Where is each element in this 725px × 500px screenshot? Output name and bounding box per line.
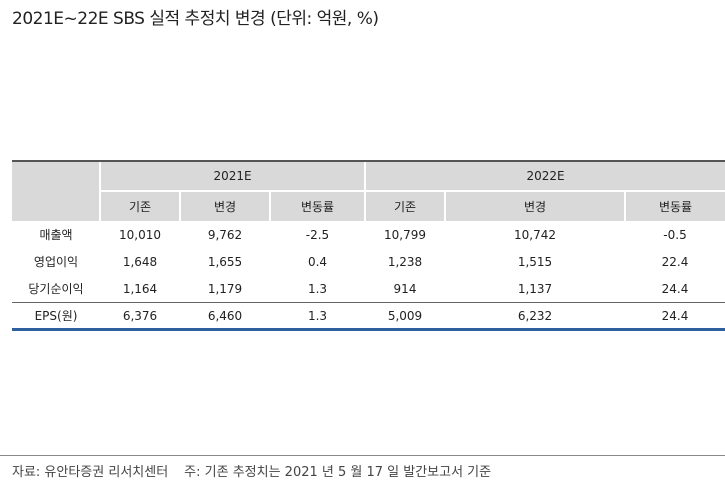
cell: 6,460 [180,302,270,331]
row-label: EPS(원) [12,302,100,331]
group-header-row: 2021E 2022E [12,160,725,221]
row-label: 매출액 [39,228,73,242]
cell: 24.4 [625,302,725,331]
cell: 10,010 [119,227,161,242]
cell: 6,232 [445,302,625,331]
table-row: EPS(원) 6,376 6,460 1.3 5,009 6,232 24.4 [12,302,725,331]
cell: 9,762 [207,227,243,242]
source: 자료: 유안타증권 리서치센터 [12,465,169,480]
sub-header-row: 기존 변경 변동률 기존 변경 변동률 [12,190,725,221]
sub-header: 기존 [364,190,445,221]
cell: 5,009 [365,302,445,331]
cell: 10,799 [384,227,426,242]
cell: 24.4 [661,281,689,296]
title: 2021E~22E SBS 실적 추정치 변경 (단위: 억원, %) [12,9,379,29]
table-row: 당기순이익 1,164 1,179 1.3 914 1,137 24.4 [12,275,725,303]
cell: 10,742 [514,227,556,242]
cell: -2.5 [305,227,330,242]
cell: 1.3 [307,281,328,296]
sub-header: 변동률 [623,190,725,221]
cell: 1,137 [517,281,553,296]
footer-rule [0,455,725,456]
cell: 0.4 [307,254,328,269]
table-row: 영업이익 1,648 1,655 0.4 1,238 1,515 22.4 [12,248,725,275]
cell: 22.4 [661,254,689,269]
cell: 1,179 [207,281,243,296]
cell: 1.3 [270,302,365,331]
sub-header: 기존 [99,190,180,221]
cell: 1,648 [122,254,158,269]
cell: 1,238 [387,254,423,269]
group-header: 2021E [99,160,365,191]
corner-cell [12,160,100,221]
cell: 914 [393,281,417,296]
note: 주: 기존 추정치는 2021 년 5 월 17 일 발간보고서 기준 [184,465,492,480]
cell: 1,515 [517,254,553,269]
row-label: 당기순이익 [28,282,84,296]
cell: 6,376 [100,302,180,331]
sub-header: 변경 [444,190,625,221]
estimate-table: 2021E 2022E 기존 변경 변동률 기존 변경 변동률 매출액 10,010 9,76… [12,160,725,331]
table-row: 매출액 10,010 9,762 -2.5 10,799 10,742 -0.5 [12,221,725,248]
table-body: 매출액 10,010 9,762 -2.5 10,799 10,742 -0.5 영업이익 1,… [12,221,725,331]
cell: 1,655 [207,254,243,269]
sub-header: 변경 [179,190,270,221]
cell: -0.5 [663,227,687,242]
sub-header: 변동률 [269,190,365,221]
cell: 1,164 [122,281,158,296]
group-header: 2022E [363,160,725,191]
row-label: 영업이익 [33,255,79,269]
footer: 자료: 유안타증권 리서치센터 주: 기존 추정치는 2021 년 5 월 17 … [12,461,491,480]
